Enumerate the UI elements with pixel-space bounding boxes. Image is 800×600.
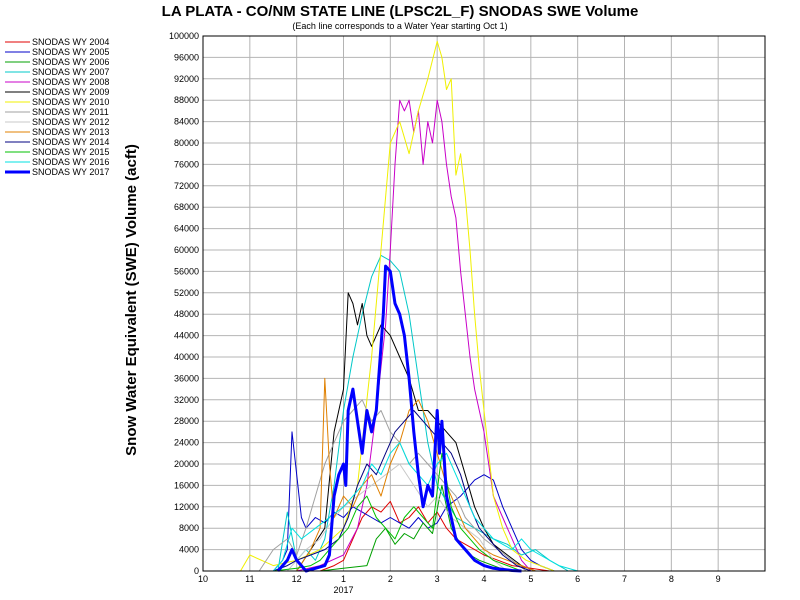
y-tick-label: 84000 <box>174 117 199 127</box>
series-line <box>273 452 522 572</box>
series-line <box>286 463 508 572</box>
series-line <box>277 254 569 572</box>
y-tick-label: 52000 <box>174 288 199 298</box>
series-line <box>272 442 578 572</box>
y-tick-label: 56000 <box>174 266 199 276</box>
y-tick-label: 24000 <box>174 438 199 448</box>
legend-entry: SNODAS WY 2016 <box>32 157 109 167</box>
legend-entry: SNODAS WY 2013 <box>32 127 109 137</box>
legend-entry: SNODAS WY 2010 <box>32 97 109 107</box>
y-tick-label: 16000 <box>174 480 199 490</box>
legend-entry: SNODAS WY 2011 <box>32 107 109 117</box>
series-line <box>273 410 531 572</box>
legend-entry: SNODAS WY 2005 <box>32 47 109 57</box>
y-tick-label: 96000 <box>174 52 199 62</box>
series-line <box>240 40 555 572</box>
y-tick-label: 72000 <box>174 181 199 191</box>
series-line <box>272 431 555 572</box>
series-line <box>296 377 536 572</box>
legend-entry: SNODAS WY 2007 <box>32 67 109 77</box>
legend-entry: SNODAS WY 2014 <box>32 137 109 147</box>
legend-entry: SNODAS WY 2017 <box>32 167 109 177</box>
y-tick-label: 76000 <box>174 159 199 169</box>
y-tick-labels: 0 4000 8000 12000 16000 20000 24000 28000 32000 3… <box>169 31 199 576</box>
legend-entry: SNODAS WY 2012 <box>32 117 109 127</box>
y-axis-label: Snow Water Equivalent (SWE) Volume (acft… <box>123 144 140 456</box>
y-tick-label: 4000 <box>179 545 199 555</box>
x-tick-label: 5 <box>528 574 533 584</box>
x-tick-label: 2 <box>388 574 393 584</box>
legend-entry: SNODAS WY 2004 <box>32 37 109 47</box>
y-tick-label: 48000 <box>174 309 199 319</box>
year-label: 2017 <box>333 585 353 595</box>
series-layer <box>240 40 578 573</box>
x-tick-label: 6 <box>575 574 580 584</box>
y-tick-label: 8000 <box>179 523 199 533</box>
chart-title: LA PLATA - CO/NM STATE LINE (LPSC2L_F) S… <box>162 3 639 20</box>
y-tick-label: 36000 <box>174 373 199 383</box>
y-tick-label: 40000 <box>174 352 199 362</box>
x-tick-label: 11 <box>245 574 254 584</box>
x-tick-label: 9 <box>716 574 721 584</box>
y-tick-label: 44000 <box>174 331 199 341</box>
x-tick-label: 3 <box>435 574 440 584</box>
y-tick-label: 100000 <box>169 31 199 41</box>
y-tick-label: 92000 <box>174 74 199 84</box>
legend-entry: SNODAS WY 2009 <box>32 87 109 97</box>
chart-subtitle: (Each line corresponds to a Water Year s… <box>292 21 507 31</box>
legend-entry: SNODAS WY 2008 <box>32 77 109 87</box>
y-tick-label: 28000 <box>174 416 199 426</box>
series-line <box>296 99 532 572</box>
series-line <box>296 292 536 572</box>
x-tick-label: 4 <box>481 574 486 584</box>
legend-entry: SNODAS WY 2015 <box>32 147 109 157</box>
plot-frame <box>202 35 766 572</box>
x-tick-label: 1 <box>341 574 346 584</box>
y-tick-label: 68000 <box>174 202 199 212</box>
x-tick-label: 10 <box>198 574 208 584</box>
y-tick-label: 80000 <box>174 138 199 148</box>
y-tick-label: 64000 <box>174 224 199 234</box>
y-tick-label: 88000 <box>174 95 199 105</box>
series-line <box>258 399 527 572</box>
x-tick-label: 7 <box>622 574 627 584</box>
series-line <box>276 264 522 573</box>
y-tick-label: 60000 <box>174 245 199 255</box>
y-tick-label: 12000 <box>174 502 199 512</box>
legend-entry: SNODAS WY 2006 <box>32 57 109 67</box>
x-tick-label: 12 <box>292 574 302 584</box>
x-tick-label: 8 <box>669 574 674 584</box>
y-tick-label: 0 <box>194 566 199 576</box>
x-tick-labels: 10 11 12 1 2 3 4 5 6 7 8 9 <box>198 574 721 584</box>
grid-lines <box>202 35 765 572</box>
y-tick-label: 32000 <box>174 395 199 405</box>
y-tick-label: 20000 <box>174 459 199 469</box>
